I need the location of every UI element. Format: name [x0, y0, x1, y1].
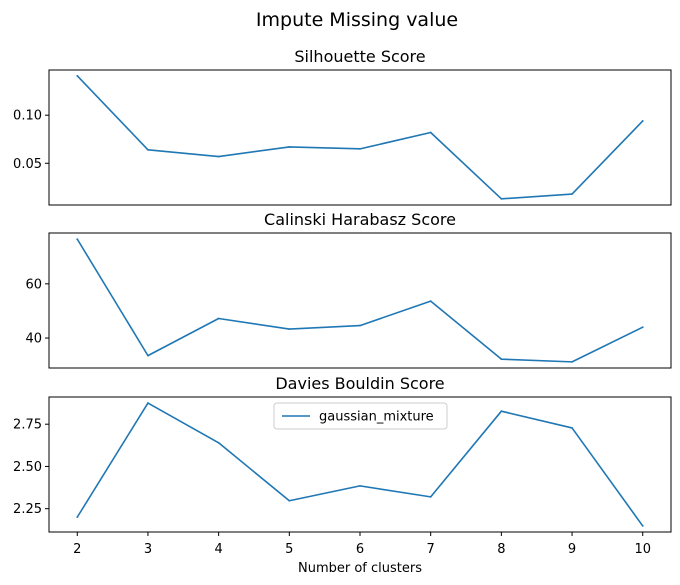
data-point — [217, 441, 220, 444]
y-tick-label: 0.10 — [13, 109, 42, 124]
y-tick-label: 2.25 — [13, 502, 42, 517]
subplot-title: Silhouette Score — [294, 47, 425, 66]
data-point — [571, 193, 573, 195]
data-point — [76, 238, 79, 241]
data-point — [76, 74, 79, 77]
series-line — [76, 238, 644, 363]
data-point — [500, 197, 503, 200]
data-point — [571, 427, 573, 429]
y-tick-label: 0.05 — [13, 157, 42, 172]
legend-box — [273, 402, 448, 430]
y-tick-label: 2.75 — [13, 418, 42, 433]
data-point — [147, 354, 149, 357]
data-point — [429, 495, 432, 498]
data-point — [147, 402, 149, 404]
x-tick-label: 5 — [285, 542, 293, 557]
x-tick-label: 9 — [568, 542, 576, 557]
x-tick-label: 6 — [356, 542, 364, 557]
x-tick-label: 7 — [427, 542, 435, 557]
data-point — [571, 360, 573, 363]
x-tick-label: 4 — [214, 542, 222, 557]
x-tick-label: 8 — [497, 542, 505, 557]
figure-xlabel: Number of clusters — [298, 561, 422, 576]
y-tick-label: 60 — [25, 277, 42, 292]
data-point — [76, 516, 79, 519]
figure-suptitle: Impute Missing value — [256, 9, 458, 31]
data-point — [288, 328, 291, 330]
axes-frame — [48, 69, 672, 206]
y-tick-label: 40 — [25, 332, 42, 347]
data-point — [641, 326, 644, 329]
data-point — [429, 300, 432, 303]
data-point — [217, 155, 220, 158]
data-point — [288, 499, 291, 502]
data-point — [641, 525, 644, 527]
subplot-3: Davies Bouldin Score 2.25 2.50 2.75 2 3 4 5 6 7 8 9… — [13, 374, 672, 557]
data-point — [500, 358, 503, 361]
data-point — [217, 317, 220, 320]
data-point — [359, 484, 361, 487]
legend-label: gaussian_mixture — [319, 410, 434, 425]
data-point — [500, 410, 503, 413]
subplot-1: Silhouette Score 0.05 0.10 — [13, 47, 672, 206]
y-tick-label: 2.50 — [13, 460, 42, 475]
data-point — [641, 120, 644, 122]
data-point — [359, 147, 361, 150]
x-tick-label: 2 — [73, 542, 81, 557]
subplots: Silhouette Score 0.05 0.10 Calinski Harabas… — [13, 47, 672, 557]
data-point — [288, 146, 291, 148]
data-point — [359, 324, 361, 327]
subplot-title: Calinski Harabasz Score — [264, 210, 456, 229]
x-tick-label: 10 — [634, 542, 651, 557]
subplot-title: Davies Bouldin Score — [275, 374, 444, 393]
axes-frame — [48, 232, 672, 369]
subplot-2: Calinski Harabasz Score 40 60 — [25, 210, 672, 369]
x-tick-label: 3 — [144, 542, 152, 557]
data-point — [429, 131, 432, 134]
series-line — [76, 75, 644, 200]
data-point — [147, 148, 149, 151]
axes-frame — [48, 396, 672, 533]
